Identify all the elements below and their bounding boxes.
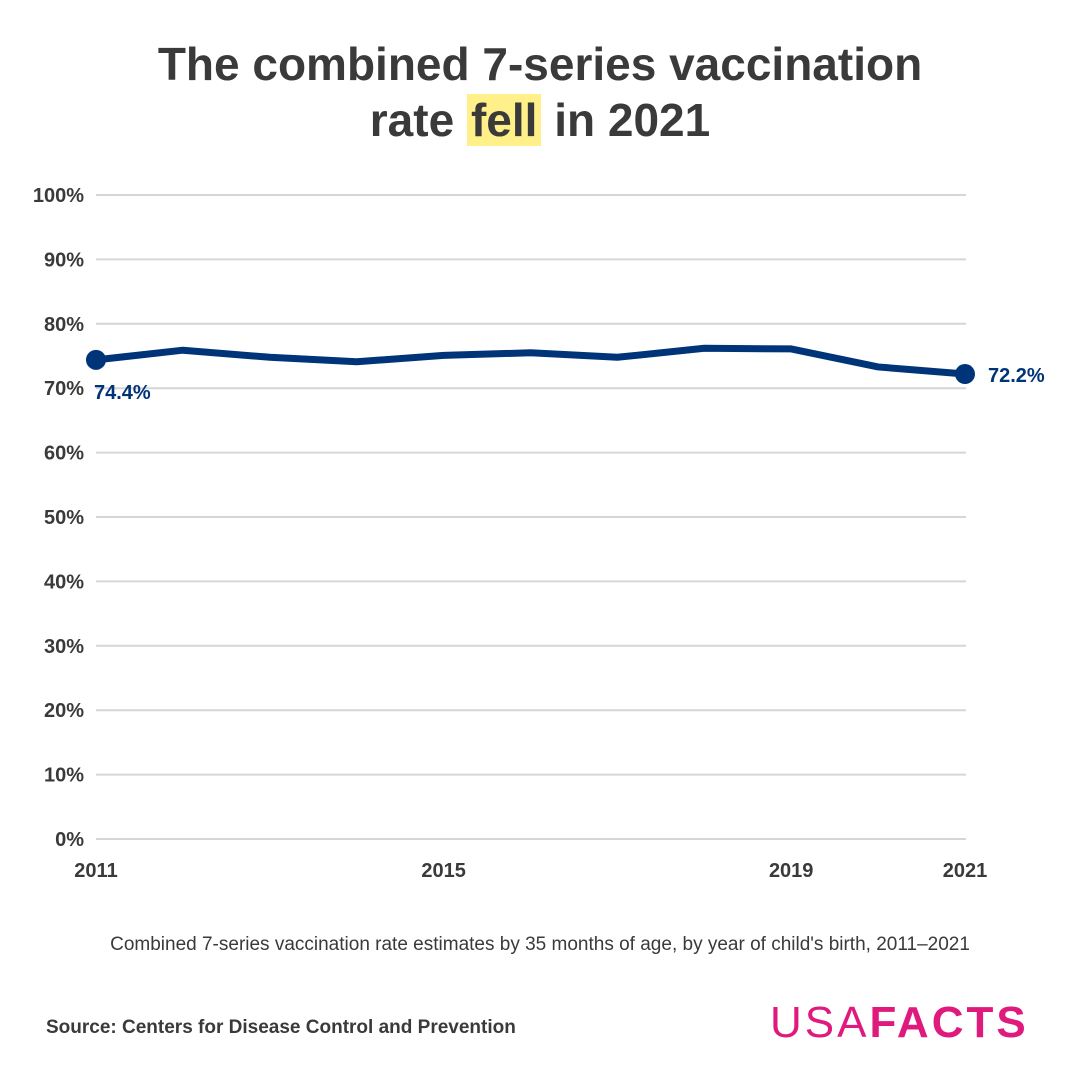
x-tick-label: 2011 (74, 860, 117, 882)
title-line-1: The combined 7-series vaccination (157, 38, 923, 90)
source-note: Source: Centers for Disease Control and … (46, 1017, 516, 1038)
usafacts-logo: USAFACTS (770, 998, 1029, 1048)
y-tick-label: 20% (44, 700, 84, 722)
y-tick-label: 40% (44, 571, 84, 593)
y-tick-label: 10% (44, 765, 84, 787)
data-point (86, 349, 106, 370)
x-tick-label: 2021 (943, 860, 988, 882)
title-text: in 2021 (541, 94, 711, 146)
y-tick-label: 100% (33, 185, 84, 207)
line-chart: 0% 10% 20% 30% 40% 50% 60% 70% 80% 90% 100% 2011 201… (33, 185, 1045, 882)
chart-subtitle: Combined 7-series vaccination rate estim… (110, 934, 970, 955)
y-tick-label: 50% (44, 507, 84, 529)
y-tick-label: 70% (44, 378, 84, 400)
y-tick-label: 80% (44, 314, 84, 336)
data-label: 72.2% (988, 365, 1045, 387)
title-highlight: fell (466, 94, 542, 146)
series-line (95, 344, 966, 378)
y-tick-label: 30% (44, 636, 84, 658)
title-text: rate (369, 94, 467, 146)
x-tick-label: 2015 (421, 860, 466, 882)
chart-title: The combined 7-series vaccination rate f… (0, 36, 1080, 148)
data-point (955, 364, 975, 385)
data-label: 74.4% (94, 382, 151, 404)
x-tick-label: 2019 (769, 860, 814, 882)
y-tick-label: 0% (55, 829, 84, 851)
y-tick-label: 60% (44, 443, 84, 465)
y-tick-label: 90% (44, 249, 84, 271)
title-line-2: rate fell in 2021 (0, 92, 1080, 148)
logo-bold: FACTS (869, 998, 1029, 1047)
logo-light: USA (770, 998, 870, 1047)
